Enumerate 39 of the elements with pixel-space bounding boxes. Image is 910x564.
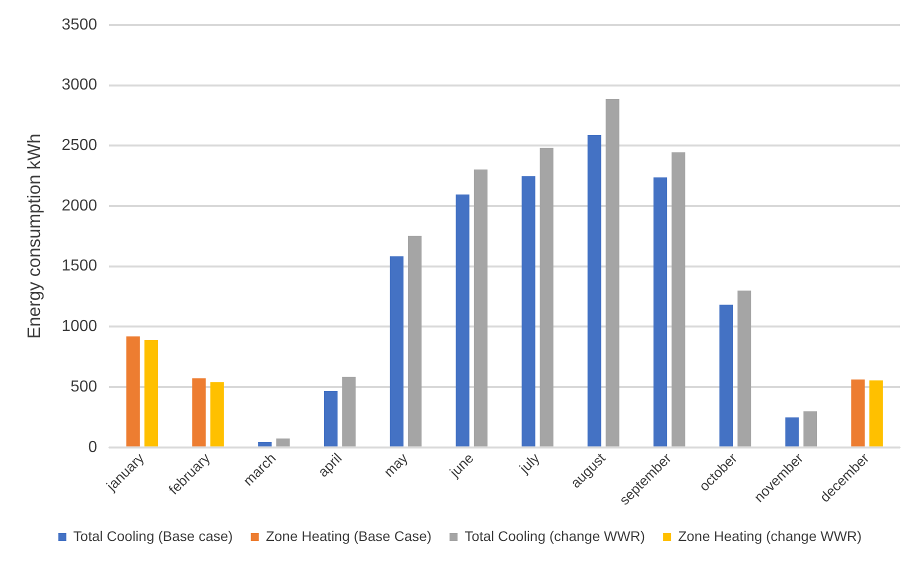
legend-label: Total Cooling (Base case)	[73, 528, 233, 544]
bar	[869, 380, 883, 446]
y-axis-title: Energy consumption kWh	[24, 134, 44, 339]
bar	[324, 390, 338, 446]
bar	[803, 411, 818, 446]
bar	[606, 98, 620, 446]
bar	[276, 438, 290, 446]
y-tick-label: 1500	[62, 258, 98, 275]
x-tick-label: july	[516, 450, 542, 477]
bar	[408, 236, 422, 446]
bar	[192, 378, 206, 446]
bar	[738, 290, 752, 446]
legend-label: Total Cooling (change WWR)	[464, 528, 646, 544]
y-tick-label: 2000	[62, 197, 98, 214]
y-tick-label: 0	[88, 438, 98, 456]
bar	[785, 417, 799, 446]
bar	[474, 169, 488, 446]
y-tick-label: 500	[70, 378, 98, 396]
y-tick-label: 2500	[62, 137, 98, 154]
bar	[126, 336, 140, 446]
y-tick-label: 3000	[62, 76, 98, 94]
legend-label: Zone Heating (Base Case)	[266, 528, 432, 544]
bar	[342, 376, 356, 446]
y-tick-label: 3500	[62, 16, 98, 34]
bar	[851, 380, 865, 446]
bar	[719, 304, 733, 446]
bar	[210, 382, 224, 446]
bar	[522, 176, 536, 446]
bar	[456, 194, 470, 446]
bar	[258, 442, 272, 446]
bar	[653, 177, 668, 446]
legend-label: Zone Heating (change WWR)	[678, 528, 862, 544]
bar	[672, 152, 686, 446]
bar	[540, 148, 554, 446]
bar	[390, 256, 404, 446]
bar	[144, 340, 158, 446]
y-tick-label: 1000	[62, 318, 98, 336]
bar	[588, 135, 602, 446]
x-tick-label: may	[380, 450, 411, 480]
